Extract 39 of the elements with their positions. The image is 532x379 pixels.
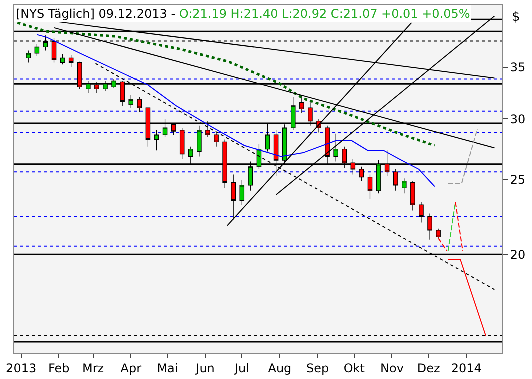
candlestick [428, 213, 432, 240]
y-axis-title: $ [512, 10, 520, 25]
candlestick [68, 55, 74, 68]
x-tick-label: Aug [268, 361, 292, 376]
candlestick [214, 132, 219, 148]
candlestick [180, 128, 185, 160]
x-tick-label: Sep [306, 361, 330, 376]
y-tick-label: 20 [510, 248, 526, 262]
candlestick [419, 202, 424, 224]
candlestick [34, 44, 40, 57]
x-tick-label: Jul [234, 361, 250, 376]
candlestick [26, 50, 32, 64]
candlestick [154, 130, 160, 151]
x-tick-label: Apr [120, 361, 142, 376]
x-tick-label: Nov [380, 361, 404, 376]
x-tick-label: Feb [48, 361, 70, 376]
candlestick [410, 181, 416, 212]
candlestick [240, 180, 245, 206]
candlestick [393, 169, 398, 192]
candlestick [231, 174, 236, 220]
chart-title: [NYS Täglich] 09.12.2013 - [16, 7, 176, 21]
candlestick [137, 97, 142, 113]
y-tick-label: 25 [510, 173, 526, 188]
candlestick [368, 174, 373, 200]
candlestick [128, 95, 134, 108]
line-series [16, 22, 436, 147]
x-tick-label: 2014 [451, 361, 482, 376]
x-tick-label: Okt [344, 361, 366, 376]
y-tick-label: 30 [510, 112, 526, 126]
x-tick-label: Mai [157, 361, 178, 376]
y-tick-label: 35 [510, 60, 526, 75]
candlestick [300, 95, 304, 114]
candlestick [402, 178, 407, 194]
candlestick [60, 54, 66, 65]
x-tick-label: 2013 [6, 361, 37, 376]
x-tick-label: Mrz [82, 361, 104, 376]
candlestick [359, 166, 364, 182]
x-tick-label: Dez [417, 361, 440, 376]
x-tick-label: Jun [195, 361, 215, 376]
